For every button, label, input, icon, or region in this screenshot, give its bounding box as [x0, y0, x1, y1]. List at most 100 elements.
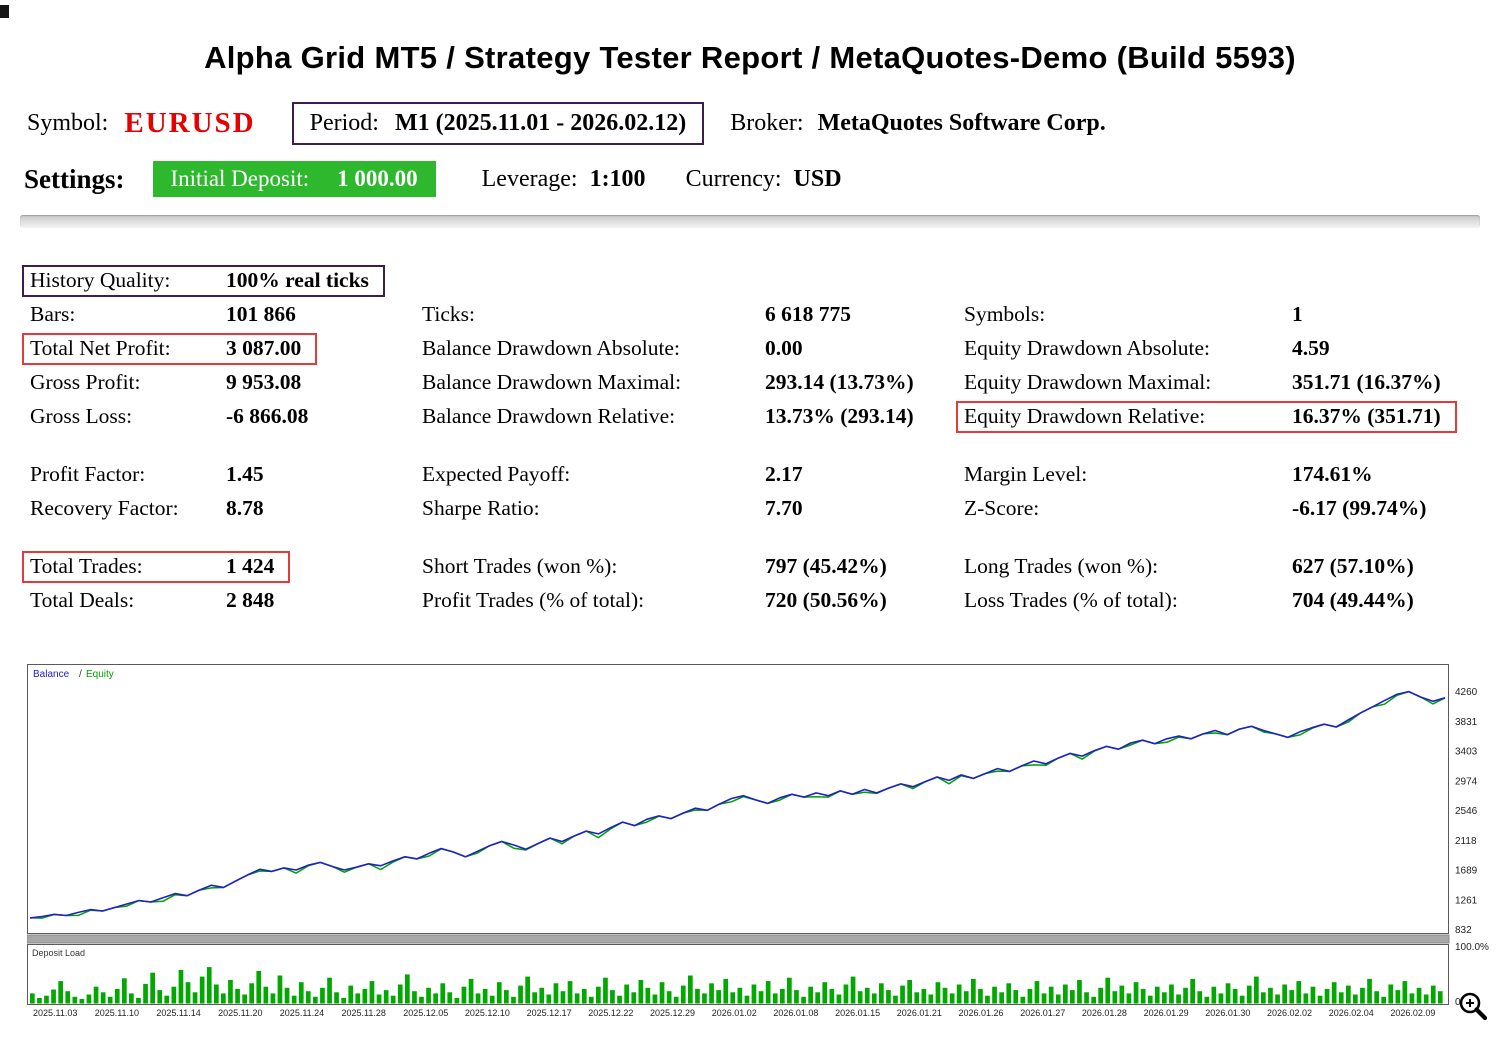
deposit-load-bar [376, 994, 382, 1004]
deposit-load-bar [999, 992, 1004, 1004]
stat-label: Equity Drawdown Maximal: [964, 370, 1212, 395]
deposit-load-bar [949, 993, 955, 1004]
window-corner-mark [0, 5, 9, 18]
x-axis-date-label: 2025.11.14 [156, 1008, 200, 1018]
highlight-box-purple: History Quality: 100% real ticks [22, 265, 385, 297]
x-axis-date-label: 2026.01.28 [1082, 1008, 1127, 1018]
stats-row: Gross Profit: 9 953.08 Balance Drawdown Ma… [30, 366, 1500, 400]
deposit-load-bar [963, 991, 969, 1004]
legend-separator: / [79, 669, 82, 680]
deposit-load-bar [1225, 983, 1231, 1004]
deposit-load-bar [482, 988, 488, 1004]
deposit-load-bar [1331, 982, 1337, 1004]
balance-equity-chart: 4260 3831 3403 2974 2546 2118 1689 1261 832 Balan… [26, 664, 1489, 1018]
stat-value: 3 087.00 [226, 336, 302, 361]
deposit-load-bar [581, 988, 587, 1004]
deposit-load-bar [723, 978, 729, 1004]
deposit-load-bar [1034, 981, 1040, 1004]
deposit-load-bar [1268, 987, 1273, 1004]
deposit-load-bar [1239, 995, 1245, 1004]
deposit-load-bar [65, 991, 71, 1004]
stat-label: Symbols: [964, 302, 1046, 327]
deposit-load-bar [921, 988, 927, 1004]
deposit-load-bar [1055, 994, 1061, 1004]
deposit-load-bar [185, 982, 191, 1004]
deposit-load-bar [871, 993, 877, 1004]
deposit-load-bar [426, 987, 431, 1004]
deposit-load-bar [680, 985, 686, 1004]
deposit-load-bar [985, 995, 990, 1004]
deposit-load-bar [412, 991, 417, 1004]
x-axis-date-label: 2026.01.21 [897, 1008, 942, 1018]
x-axis-date-label: 2026.01.30 [1205, 1008, 1250, 1018]
y-axis-label: 2974 [1455, 776, 1478, 787]
stats-row: History Quality: 100% real ticks [22, 264, 1500, 298]
deposit-load-bar [150, 972, 155, 1004]
deposit-load-bar [511, 996, 516, 1004]
stat-label: Gross Profit: [30, 370, 141, 395]
deposit-load-bar [489, 995, 495, 1004]
deposit-load-bar [178, 969, 184, 1004]
deposit-load-bar [772, 993, 778, 1004]
stat-label: Recovery Factor: [30, 496, 179, 521]
deposit-load-bar [1416, 987, 1422, 1004]
deposit-load-bar [468, 978, 474, 1004]
deposit-load-bar [461, 986, 467, 1004]
stat-label: Balance Drawdown Absolute: [422, 336, 680, 361]
deposit-load-bar [574, 993, 580, 1004]
deposit-load-bar [829, 988, 835, 1004]
stat-value: 627 (57.10%) [1292, 554, 1414, 579]
x-axis-date-label: 2025.12.22 [588, 1008, 633, 1018]
deposit-load-bar [475, 993, 481, 1004]
deposit-load-bar [758, 991, 764, 1004]
y-axis-label: 3831 [1455, 717, 1478, 728]
deposit-load-bar [893, 995, 898, 1004]
deposit-load-bar [1077, 980, 1082, 1004]
deposit-load-bar [1430, 985, 1436, 1004]
deposit-load-bar [850, 976, 856, 1004]
deposit-load-bar [1197, 991, 1203, 1004]
deposit-load-bar [454, 997, 460, 1004]
deposit-load-bar [313, 996, 318, 1004]
deposit-load-bar [907, 980, 912, 1004]
deposit-load-bar [1360, 987, 1365, 1004]
stat-label: Long Trades (won %): [964, 554, 1159, 579]
settings-row: Settings: Initial Deposit: 1 000.00 Leve… [24, 161, 1500, 197]
stats-row: Gross Loss: -6 866.08 Balance Drawdown Rel… [30, 400, 1500, 434]
stat-value: 1 [1292, 302, 1303, 327]
stat-value: 174.61% [1292, 462, 1373, 487]
deposit-load-bar [1013, 990, 1019, 1004]
deposit-load-bar [320, 987, 325, 1004]
deposit-load-bar [228, 980, 233, 1004]
deposit-load-bar [737, 987, 743, 1004]
broker-label: Broker: [730, 110, 804, 136]
stat-label: Profit Trades (% of total): [422, 588, 645, 613]
y-axis-label: 1689 [1455, 866, 1478, 877]
x-axis-date-label: 2026.01.15 [835, 1008, 880, 1018]
horizontal-scrollbar[interactable] [20, 215, 1480, 228]
deposit-load-bar [1176, 994, 1181, 1004]
deposit-load-bar [808, 986, 813, 1004]
deposit-load-bar [560, 991, 566, 1004]
deposit-load-label: Deposit Load [32, 948, 85, 958]
deposit-load-bar [617, 995, 622, 1004]
leverage-label: Leverage: [481, 165, 578, 192]
deposit-load-bar [405, 974, 410, 1004]
deposit-load-bar [1098, 987, 1103, 1004]
deposit-load-bar [588, 996, 594, 1004]
deposit-load-bar [496, 982, 502, 1004]
deposit-load-bar [341, 997, 346, 1004]
deposit-load-bar [1154, 986, 1160, 1004]
deposit-load-bar [433, 993, 438, 1004]
stat-value: 13.73% (293.14) [765, 404, 914, 429]
currency-value: USD [793, 165, 842, 192]
deposit-load-bar [1296, 981, 1302, 1004]
deposit-load-bar [249, 983, 254, 1004]
zoom-icon[interactable] [1457, 990, 1489, 1022]
stat-value: 101 866 [226, 302, 296, 327]
deposit-load-bar [1367, 978, 1372, 1004]
deposit-load-bar [567, 981, 573, 1004]
deposit-load-bar [86, 994, 92, 1004]
x-axis-date-label: 2025.12.17 [527, 1008, 572, 1018]
stat-label: Bars: [30, 302, 76, 327]
